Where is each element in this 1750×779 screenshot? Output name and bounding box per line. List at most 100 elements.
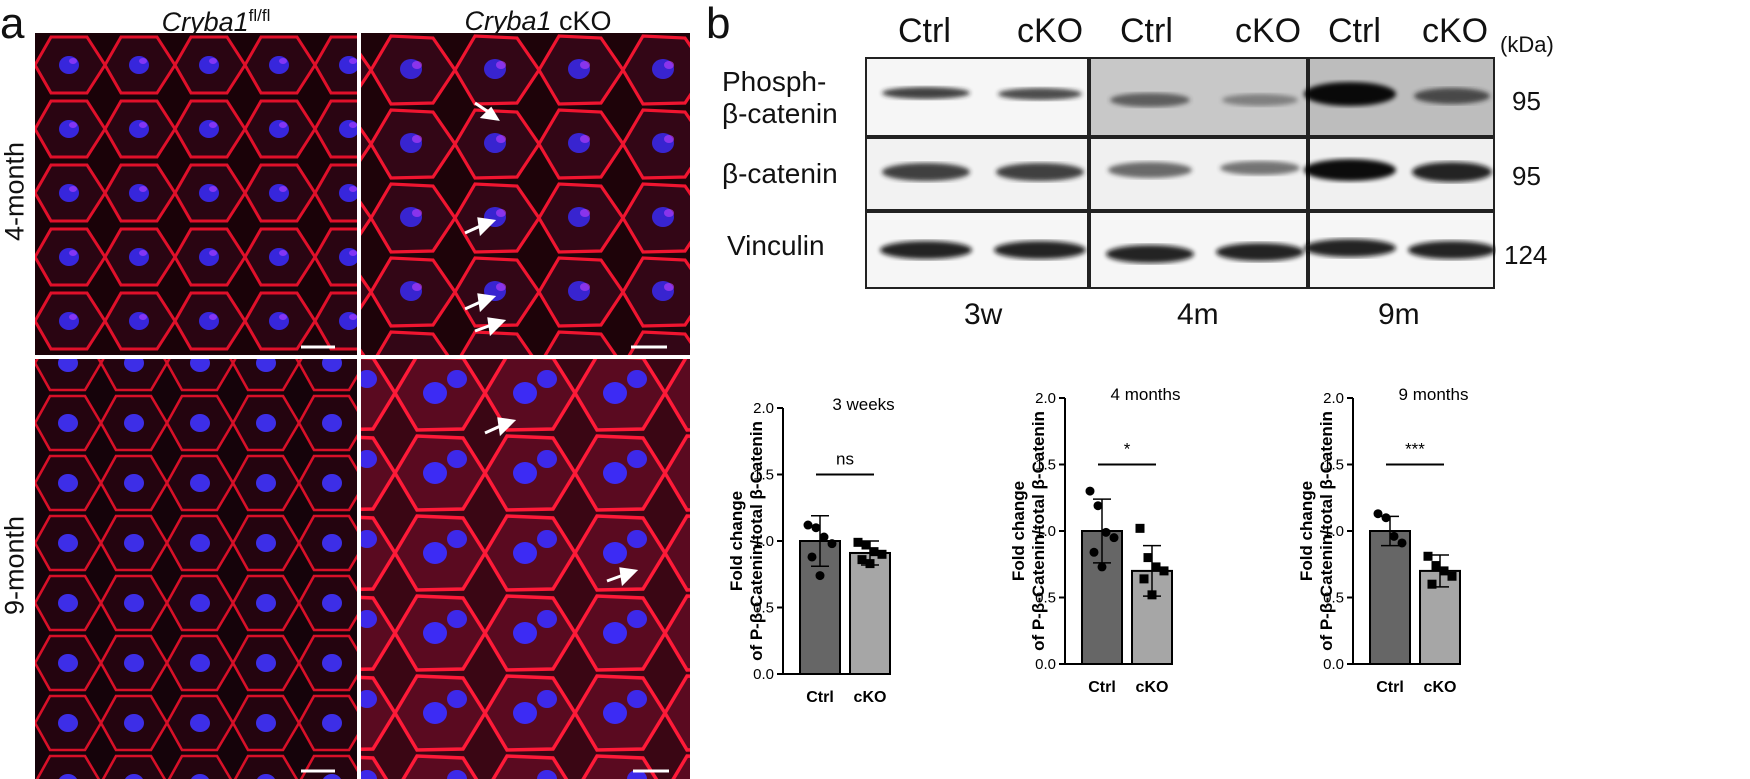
micrograph-9m-cko (361, 359, 690, 779)
data-point (1447, 571, 1457, 581)
data-point (815, 571, 825, 581)
x-tick-label: Ctrl (1088, 679, 1116, 696)
lane-label: Ctrl (898, 12, 951, 50)
data-point (1097, 562, 1107, 572)
arrow-annotations (464, 101, 639, 587)
blot-band (1222, 94, 1298, 106)
bar-chart-4m: Fold changeof P-β-Catenin/total β-Cateni… (1009, 385, 1181, 696)
micrograph-9m-floxed (35, 359, 357, 779)
chart-title: 3 weeks (832, 395, 894, 414)
blot-band (1108, 162, 1192, 178)
panel-b-letter: b (706, 0, 731, 48)
kda-value: 124 (1504, 240, 1548, 270)
data-point (1389, 531, 1399, 541)
data-point (1147, 590, 1157, 600)
y-tick-label: 0.0 (1035, 656, 1056, 673)
kda-value: 95 (1512, 86, 1541, 116)
y-tick-label: 0.0 (753, 666, 774, 683)
significance-label: * (1124, 440, 1131, 459)
y-tick-label: 2.0 (1035, 390, 1056, 407)
y-tick-label: 1.5 (1323, 457, 1344, 474)
y-tick-label: 0.5 (753, 600, 774, 617)
kda-value: 95 (1512, 161, 1541, 191)
data-point (1135, 523, 1145, 533)
bar (1369, 530, 1411, 665)
y-axis-label: Fold changeof P-β-Catenin/total β-Cateni… (727, 421, 766, 661)
x-tick-label: cKO (854, 689, 887, 706)
blot-label-line: Phosph- (722, 66, 827, 97)
bar-chart-9m: Fold changeof P-β-Catenin/total β-Cateni… (1297, 385, 1469, 696)
x-tick-label: Ctrl (1376, 679, 1404, 696)
data-point (1439, 566, 1449, 576)
data-point (1427, 579, 1437, 589)
y-axis-label-line: of P-β-Catenin/total β-Catenin (1317, 411, 1336, 651)
data-point (819, 532, 829, 542)
gene-name: Cryba1 (464, 6, 552, 36)
timepoint-label: 4m (1177, 298, 1219, 331)
timepoint-label: 9m (1378, 298, 1420, 331)
genotype-superscript: fl/fl (248, 6, 271, 25)
blot-band (998, 88, 1082, 100)
y-tick-label: 2.0 (1323, 390, 1344, 407)
y-axis-label: Fold changeof P-β-Catenin/total β-Cateni… (1009, 411, 1048, 651)
genotype-suffix: cKO (551, 6, 612, 36)
x-tick-label: cKO (1424, 679, 1457, 696)
blot-label-phospho: Phosph- β-catenin (722, 66, 838, 130)
bar-chart-3w: Fold changeof P-β-Catenin/total β-Cateni… (727, 395, 895, 706)
blot-band (882, 87, 970, 99)
chart-title: 4 months (1111, 385, 1181, 404)
data-point (861, 540, 871, 550)
lane-label: cKO (1235, 12, 1302, 50)
data-point (1109, 533, 1119, 543)
kda-unit: (kDa) (1500, 32, 1554, 57)
y-axis-label-line: Fold change (727, 491, 746, 591)
data-point (1159, 566, 1169, 576)
data-point (1143, 553, 1153, 563)
blot-band (1304, 82, 1396, 106)
micrograph-4m-cko (361, 33, 690, 355)
lane-label: cKO (1017, 12, 1084, 50)
y-tick-label: 0.5 (1035, 590, 1056, 607)
blot-band (994, 241, 1086, 259)
data-point (1101, 527, 1111, 537)
blot-band (1110, 93, 1190, 107)
y-tick-label: 2.0 (753, 400, 774, 417)
data-point (1431, 561, 1441, 571)
blot-band (880, 241, 972, 259)
data-point (1373, 509, 1383, 519)
blot-band (1412, 162, 1492, 182)
data-point (1397, 538, 1407, 548)
data-point (1093, 501, 1103, 511)
y-tick-label: 0.5 (1323, 590, 1344, 607)
col-header-floxed: Cryba1fl/fl (36, 6, 396, 38)
data-point (1381, 513, 1391, 523)
x-tick-label: Ctrl (806, 689, 834, 706)
y-axis-label-line: Fold change (1297, 481, 1316, 581)
blot-band (1414, 88, 1490, 104)
y-axis-label-line: of P-β-Catenin/total β-Catenin (747, 421, 766, 661)
timepoint-label: 3w (964, 298, 1003, 331)
data-point (1139, 574, 1149, 584)
data-point (803, 520, 813, 530)
y-tick-label: 1.0 (753, 533, 774, 550)
blot-band (1216, 243, 1304, 261)
data-point (869, 547, 879, 557)
lane-label: Ctrl (1120, 12, 1173, 50)
y-tick-label: 1.0 (1035, 523, 1056, 540)
y-axis-label-line: of P-β-Catenin/total β-Catenin (1029, 411, 1048, 651)
y-tick-label: 1.5 (753, 467, 774, 484)
blot-band (1304, 239, 1396, 257)
blot-label-beta-catenin: β-catenin (722, 158, 838, 189)
blot-band (882, 163, 970, 181)
x-tick-label: cKO (1136, 679, 1169, 696)
significance-label: ns (836, 450, 854, 469)
bar (849, 551, 891, 675)
bar (1419, 569, 1461, 665)
micrograph-4m-floxed (35, 33, 357, 355)
blot-label-line: β-catenin (722, 98, 838, 129)
micrograph-grid (35, 33, 690, 779)
row-label-4-month: 4-month (0, 141, 30, 242)
data-point (807, 552, 817, 562)
chart-title: 9 months (1399, 385, 1469, 404)
row-label-9-month: 9-month (0, 515, 30, 616)
